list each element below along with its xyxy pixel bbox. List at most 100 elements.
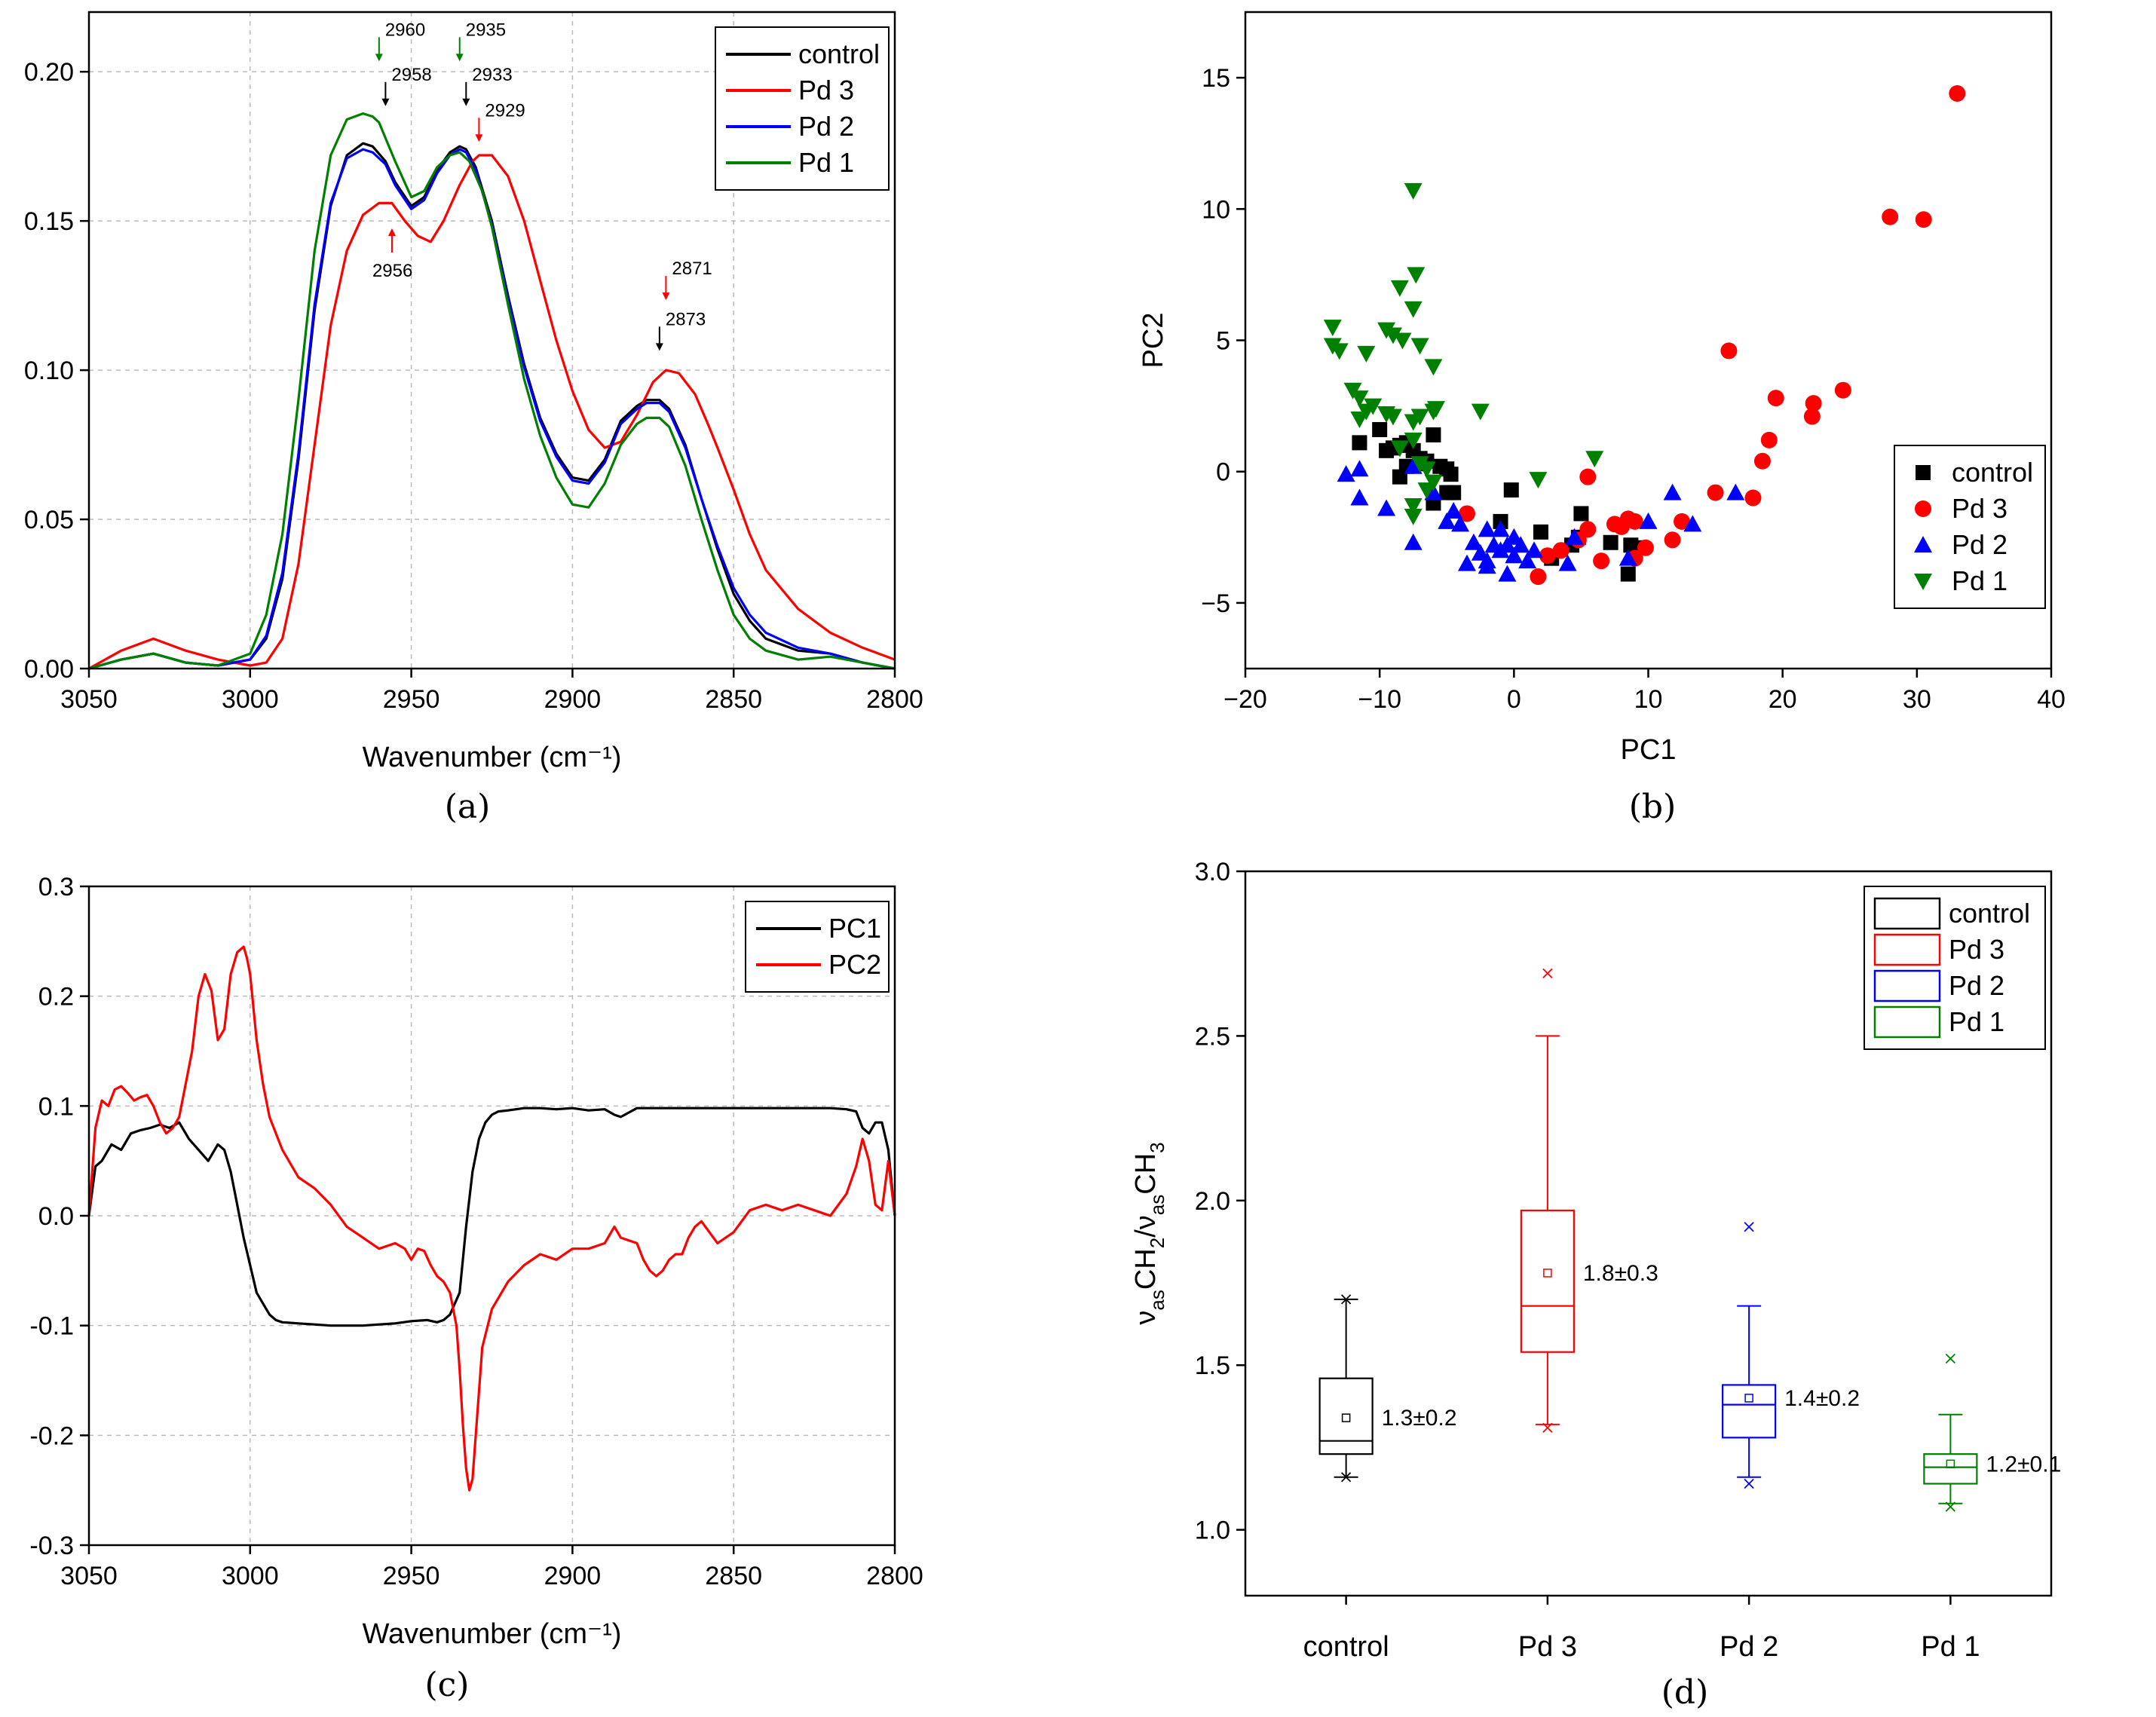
scatter-point (1744, 489, 1762, 507)
x-category-label: Pd 1 (1921, 1631, 1980, 1663)
scatter-point (1552, 542, 1570, 559)
scatter-point (1390, 280, 1409, 297)
outlier-stroke (1945, 1353, 1956, 1364)
x-tick-label-a: 2900 (544, 685, 602, 714)
scatter-point (1417, 482, 1436, 500)
x-tick-label-a: 2800 (866, 685, 923, 714)
scatter-point (1720, 342, 1738, 360)
legend-label-d: Pd 3 (1949, 934, 2004, 965)
legend-entry-a: Pd 1 (726, 147, 854, 178)
scatter-point (1377, 499, 1396, 516)
scatter-point (1426, 427, 1441, 442)
plot-frame-a (87, 11, 896, 670)
y-tick-label-c: 0.3 (38, 873, 74, 901)
legend-entry-a: control (726, 38, 880, 69)
y-tick-label-b: 10 (1202, 195, 1230, 224)
scatter-point (1390, 440, 1409, 458)
outlier-stroke (1542, 1422, 1553, 1433)
scatter-point (1451, 515, 1470, 532)
legend-entry-c: PC1 (756, 913, 881, 944)
scatter-point (1404, 533, 1423, 550)
box-iqr (1318, 1377, 1374, 1455)
scatter-point (1337, 465, 1355, 482)
scatter-point (1619, 549, 1637, 566)
box-stat-label: 1.4±0.2 (1784, 1386, 1860, 1411)
y-axis-label-d: νasCH2/νasCH3 (1130, 1142, 1168, 1324)
y-tick-label-c: -0.3 (29, 1532, 74, 1560)
scatter-point (1834, 381, 1851, 399)
panel-label-d: (d) (1661, 1673, 1709, 1712)
annotation-label: 2956 (372, 261, 412, 281)
panel-label-b: (b) (1629, 788, 1677, 826)
panel-c: 3050 3000 2950 2900 2850 2800 -0.3 -0.2 -0.1 0.0 0… (29, 873, 923, 1704)
scatter-point (1565, 528, 1584, 545)
x-tick-label-c: 2850 (705, 1562, 762, 1590)
series-line-pd-1 (88, 112, 896, 670)
peak-annotation: 2956 (372, 228, 412, 281)
scatter-point (1915, 211, 1932, 228)
scatter-point (1707, 484, 1724, 501)
y-tick-label-d: 3.0 (1195, 858, 1230, 886)
scatter-point (1620, 566, 1636, 582)
y-tick-label-d: 2.5 (1195, 1022, 1230, 1051)
outlier-stroke (1744, 1222, 1754, 1232)
outlier-marker (1542, 1422, 1553, 1433)
scatter-point (1533, 524, 1548, 540)
outlier-stroke (1945, 1501, 1956, 1512)
boxplot-pd-2: 1.4±0.2 (1722, 1222, 1860, 1489)
box-mean-marker (1543, 1269, 1552, 1278)
x-tick-label-b: 0 (1507, 685, 1521, 714)
scatter-point (1417, 461, 1436, 479)
x-tick-label-b: 40 (2037, 685, 2066, 714)
x-tick-label-c: 2950 (383, 1562, 440, 1590)
scatter-point (1760, 431, 1778, 448)
y-tick-label-c: 0.2 (38, 983, 74, 1012)
scatter-point (1593, 552, 1610, 570)
legend-swatch-d (1873, 1005, 1941, 1039)
scatter-point (1478, 557, 1496, 574)
outlier-marker (1945, 1501, 1956, 1512)
scatter-point (1426, 401, 1445, 418)
scatter-point (1404, 301, 1423, 318)
y-tick-label-a: 0.05 (24, 506, 74, 534)
x-tick-label-b: 10 (1634, 685, 1663, 714)
legend-marker-b (1914, 574, 1932, 590)
annotation-arrow-head (387, 228, 396, 236)
legend-label-d: control (1949, 898, 2030, 929)
legend-entry-a: Pd 3 (726, 75, 854, 106)
scatter-point (1683, 515, 1702, 532)
scatter-point (1491, 520, 1510, 537)
series-line-pc2 (87, 945, 896, 1492)
outlier-marker (1542, 968, 1553, 979)
scatter-point (1603, 534, 1619, 550)
scatter-series-pd-2 (1337, 457, 1745, 582)
scatter-point (1664, 531, 1681, 549)
scatter-point (1404, 508, 1423, 525)
y-axis-label-part: / (1130, 1229, 1162, 1238)
scatter-point (1558, 554, 1577, 571)
legend-label-c: PC1 (828, 913, 881, 944)
legend-label-c: PC2 (828, 949, 881, 980)
legend-box-c (745, 901, 890, 993)
y-axis-label-part: 2 (1146, 1238, 1168, 1248)
legend-entry-a: Pd 2 (726, 111, 854, 142)
outlier-stroke (1340, 1294, 1352, 1305)
boxplot-control: 1.3±0.2 (1318, 1294, 1457, 1483)
box-stat-label: 1.2±0.1 (1986, 1452, 2061, 1477)
scatter-point (1579, 468, 1597, 485)
annotation-label: 2960 (385, 20, 425, 40)
box-mean-marker (1341, 1413, 1351, 1422)
legend-entry-d: Pd 1 (1873, 1005, 2004, 1039)
scatter-point (1352, 435, 1367, 451)
legend-label-b: Pd 3 (1952, 493, 2007, 524)
y-axis-label-part: as (1146, 1290, 1168, 1310)
scatter-point (1350, 412, 1369, 429)
legend-entry-c: PC2 (756, 949, 881, 980)
scatter-point (1530, 568, 1547, 586)
annotation-label: 2929 (485, 100, 525, 121)
scatter-point (1439, 485, 1455, 500)
scatter-point (1330, 343, 1349, 360)
scatter-point (1404, 432, 1423, 449)
x-category-label: Pd 2 (1720, 1631, 1778, 1663)
y-tick-label-c: 0.0 (38, 1202, 74, 1231)
